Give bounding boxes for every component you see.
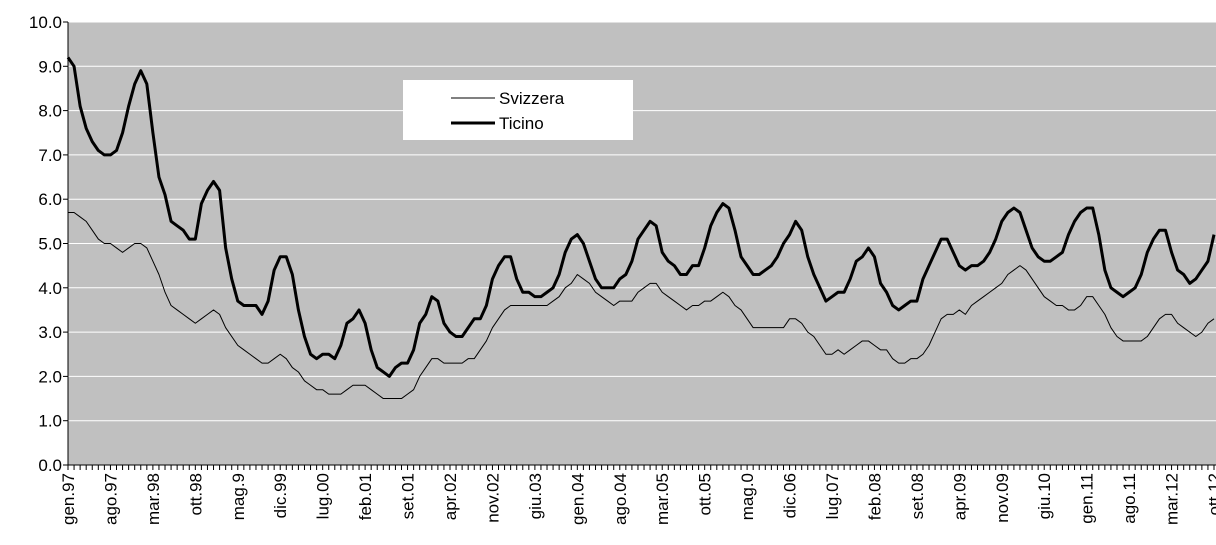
x-tick-label: feb.08 <box>865 473 884 520</box>
y-tick-label: 4.0 <box>38 279 62 298</box>
x-tick-label: dic.06 <box>781 473 800 518</box>
y-tick-label: 5.0 <box>38 235 62 254</box>
series-line <box>68 211 1215 400</box>
x-tick-label: gen.97 <box>59 473 78 525</box>
y-tick-label: 9.0 <box>38 57 62 76</box>
x-tick-label: nov.02 <box>483 473 502 523</box>
y-tick-label: 1.0 <box>38 412 62 431</box>
y-tick-label: 10.0 <box>29 13 62 32</box>
x-tick-label: ott.05 <box>696 473 715 516</box>
legend: Svizzera Ticino <box>403 80 633 140</box>
x-tick-label: giu.10 <box>1035 473 1054 519</box>
y-tick-label: 0.0 <box>38 456 62 475</box>
x-tick-label: mar.98 <box>144 473 163 525</box>
x-tick-label: ott.98 <box>186 473 205 516</box>
x-tick-label: gen.11 <box>1078 473 1097 524</box>
x-tick-label: ago.04 <box>611 473 630 525</box>
x-tick-label: mag.0 <box>738 473 757 520</box>
x-tick-label: feb.01 <box>356 473 375 520</box>
x-tick-label: set.08 <box>908 473 927 519</box>
x-tick-label: apr.02 <box>441 473 460 520</box>
x-tick-label: ago.97 <box>101 473 120 525</box>
y-tick-label: 6.0 <box>38 190 62 209</box>
x-tick-label: lug.00 <box>314 473 333 519</box>
x-tick-label: ago.11 <box>1120 473 1139 524</box>
y-tick-label: 8.0 <box>38 102 62 121</box>
x-tick-label: apr.09 <box>950 473 969 520</box>
x-tick-label: mag.9 <box>229 473 248 520</box>
series-line <box>66 56 1216 378</box>
x-tick-label: nov.09 <box>993 473 1012 523</box>
x-tick-label: ott.12 <box>1205 473 1216 516</box>
legend-box <box>403 80 633 140</box>
x-tick-label: dic.99 <box>271 473 290 518</box>
x-tick-label: lug.07 <box>823 473 842 519</box>
x-tick-label: gen.04 <box>568 473 587 525</box>
x-tick-label: mar.05 <box>653 473 672 525</box>
y-tick-label: 2.0 <box>38 367 62 386</box>
x-tick-label: set.01 <box>399 473 418 519</box>
y-tick-label: 7.0 <box>38 146 62 165</box>
legend-label: Ticino <box>499 114 544 133</box>
x-tick-label: giu.03 <box>526 473 545 519</box>
legend-label: Svizzera <box>499 89 565 108</box>
x-tick-label: mar.12 <box>1163 473 1182 525</box>
y-tick-label: 3.0 <box>38 323 62 342</box>
